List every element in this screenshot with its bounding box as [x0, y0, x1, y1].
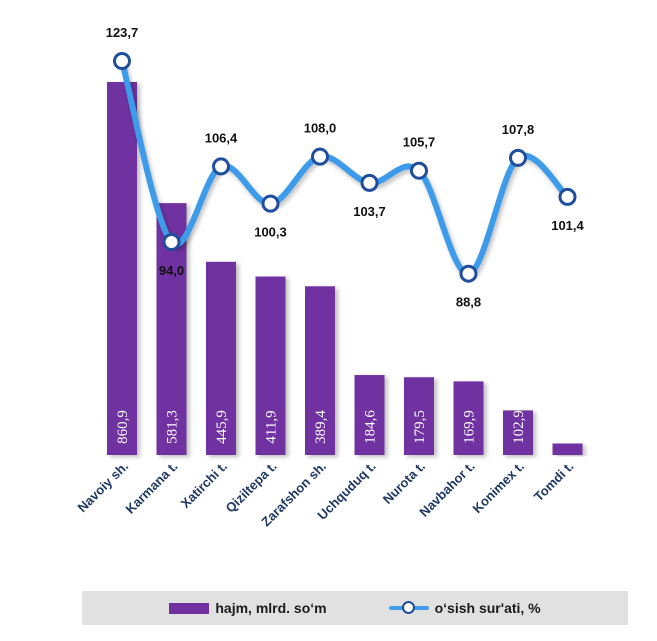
- bar: [354, 375, 385, 455]
- line-value-label: 108,0: [304, 121, 337, 136]
- bar: [206, 261, 236, 455]
- bar: [453, 381, 484, 455]
- bar-value-label: 184,6: [363, 410, 379, 444]
- bar: [305, 286, 335, 455]
- line-value-label: 106,4: [205, 130, 238, 145]
- line-point: [410, 161, 428, 180]
- category-label: Karmana t.: [122, 459, 180, 517]
- bar-value-label: 179,5: [412, 410, 428, 444]
- line-point: [459, 264, 478, 283]
- line-point: [509, 148, 527, 167]
- category-axis-labels: Navoiy sh.Karmana t.Xatirchi t.Qiziltepa…: [75, 459, 577, 530]
- line-point: [212, 157, 230, 176]
- line-point: [261, 194, 280, 213]
- bar-value-label: 102,9: [511, 410, 527, 444]
- line-value-labels: 123,7 94,0 106,4 100,3 108,0 103,7 105,7 88,8 10…: [106, 25, 585, 310]
- legend: hajm, mlrd. so‘m o‘sish sur'ati, %: [82, 591, 628, 625]
- line-point: [558, 187, 577, 206]
- legend-bar-swatch: [169, 602, 210, 614]
- line-value-label: 103,7: [353, 204, 386, 219]
- line-point: [311, 147, 329, 166]
- bar-value-label: 389,4: [313, 410, 329, 444]
- line-point: [360, 173, 379, 192]
- chart-area: 860,9 581,3 445,9 411,9 389,4 184,6 179,5 169,9…: [75, 25, 585, 530]
- category-label: Konimex t.: [470, 459, 528, 517]
- legend-item-bars: hajm, mlrd. so‘m: [169, 600, 327, 616]
- bar-value-label: 860,9: [115, 410, 131, 444]
- line-value-label: 101,4: [551, 218, 584, 233]
- category-label: Nurota t.: [380, 459, 428, 507]
- bar: [107, 82, 137, 455]
- line-value-label: 88,8: [456, 295, 481, 310]
- line-value-label: 94,0: [159, 263, 184, 278]
- bar: [404, 377, 434, 455]
- category-label: Xatirchi t.: [178, 459, 231, 512]
- line-series: [113, 52, 577, 283]
- bar-value-label: 26,5: [561, 414, 577, 440]
- line-value-label: 105,7: [403, 135, 436, 150]
- legend-line-swatch: [388, 601, 429, 615]
- growth-line: [119, 58, 571, 277]
- bar-value-labels: 860,9 581,3 445,9 411,9 389,4 184,6 179,5 169,9…: [115, 410, 577, 444]
- line-point: [162, 233, 181, 251]
- line-value-label: 123,7: [106, 25, 139, 40]
- category-label: Tomdi t.: [531, 459, 577, 505]
- line-value-label: 100,3: [254, 225, 287, 240]
- bar-value-label: 445,9: [214, 410, 230, 444]
- legend-line-label: o‘sish sur'ati, %: [434, 600, 541, 616]
- bar-value-label: 581,3: [165, 410, 181, 444]
- bar: [255, 276, 286, 455]
- line-value-label: 107,8: [502, 122, 535, 137]
- bar: [552, 443, 583, 455]
- legend-bar-label: hajm, mlrd. so‘m: [215, 600, 327, 616]
- bar-value-label: 169,9: [462, 410, 478, 444]
- legend-item-line: o‘sish sur'ati, %: [388, 600, 541, 616]
- line-point: [113, 52, 131, 70]
- bar: [503, 410, 533, 455]
- bar-value-label: 411,9: [264, 410, 280, 443]
